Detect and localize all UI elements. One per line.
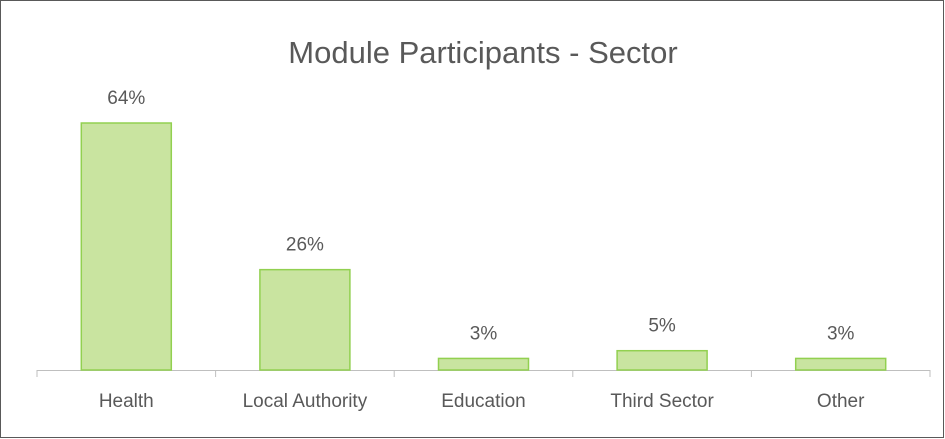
data-label: 26% — [286, 235, 324, 256]
chart-title: Module Participants - Sector — [288, 35, 677, 70]
data-label: 3% — [827, 323, 855, 344]
x-tick-label: Other — [817, 391, 865, 412]
bar — [616, 349, 708, 371]
data-label: 3% — [470, 323, 498, 344]
bar — [794, 357, 887, 371]
data-label: 5% — [648, 316, 676, 337]
x-tick-label: Education — [441, 391, 526, 412]
x-tick-label: Local Authority — [243, 391, 368, 412]
x-tick-label: Third Sector — [610, 391, 714, 412]
bar — [259, 268, 351, 371]
bar — [437, 357, 530, 371]
data-label: 64% — [107, 88, 145, 109]
bar — [80, 122, 173, 371]
x-tick-label: Health — [99, 391, 154, 412]
